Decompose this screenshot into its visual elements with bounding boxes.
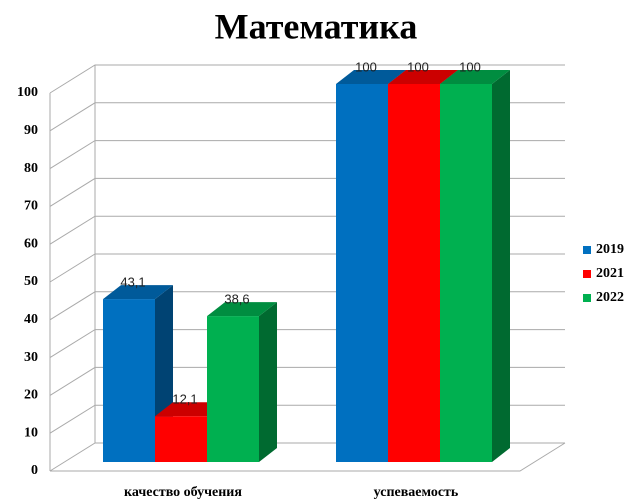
bar-side — [492, 70, 510, 462]
bar — [103, 299, 155, 462]
bar-top — [207, 302, 277, 317]
bar-side — [259, 302, 277, 462]
y-tick-label: 30 — [24, 350, 38, 365]
y-tick-label: 10 — [24, 425, 38, 440]
x-tick-label: качество обучения — [124, 485, 242, 500]
chart-title: Математика — [215, 6, 418, 46]
bar — [155, 416, 207, 462]
bar — [336, 84, 388, 462]
legend-swatch — [583, 270, 591, 278]
y-tick-label: 40 — [24, 312, 38, 327]
value-label: 100 — [355, 59, 377, 74]
value-label: 100 — [407, 59, 429, 74]
bar-top — [336, 70, 406, 84]
y-tick-label: 0 — [31, 463, 38, 478]
x-tick-label: успеваемость — [374, 485, 459, 500]
floor-edge — [50, 442, 566, 472]
value-label: 100 — [459, 59, 481, 74]
y-tick-label: 100 — [17, 85, 38, 100]
bar — [440, 84, 492, 462]
y-tick-label: 70 — [24, 199, 38, 214]
bar-top — [440, 70, 510, 84]
legend-swatch — [583, 294, 591, 302]
legend-label: 2022 — [596, 290, 624, 305]
bar-top — [103, 285, 173, 300]
bar-top — [388, 70, 458, 84]
value-label: 12,1 — [172, 392, 197, 407]
value-label: 43,1 — [120, 275, 145, 290]
y-tick-label: 90 — [24, 123, 38, 138]
legend-swatch — [583, 246, 591, 254]
value-label: 38,6 — [224, 292, 249, 307]
y-tick-label: 20 — [24, 388, 38, 403]
legend-label: 2021 — [596, 266, 624, 281]
y-tick-label: 80 — [24, 161, 38, 176]
bar — [388, 84, 440, 462]
bar — [207, 316, 259, 462]
y-tick-label: 60 — [24, 236, 38, 251]
y-tick-label: 50 — [24, 274, 38, 289]
legend-label: 2019 — [596, 242, 624, 257]
